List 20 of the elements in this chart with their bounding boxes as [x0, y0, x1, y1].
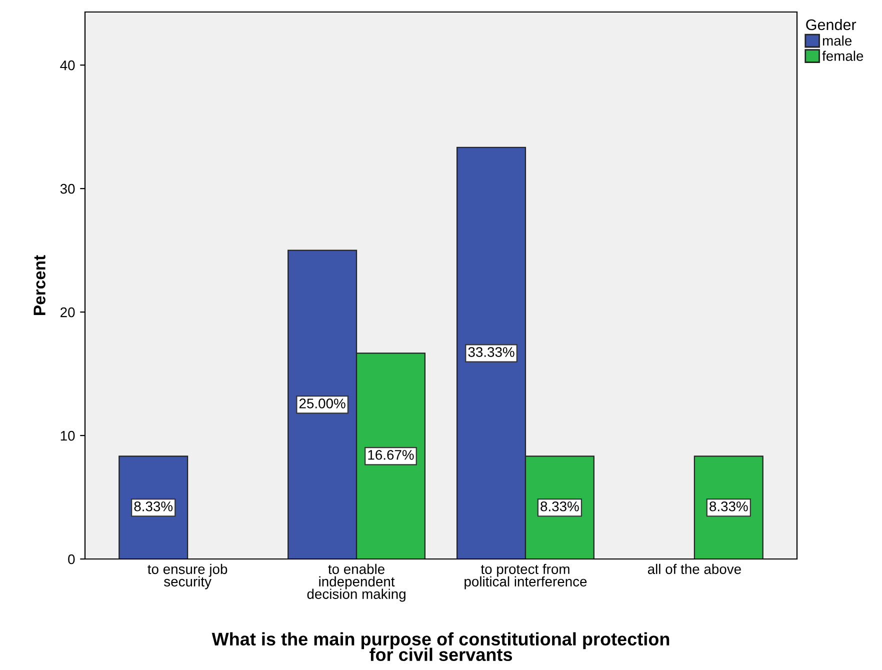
x-tick-label: to enable independent decision making [307, 564, 406, 602]
y-tick-label: 20 [60, 307, 75, 318]
x-tick-label: to ensure job security [148, 564, 228, 590]
legend-label: male [822, 35, 852, 46]
legend-label: female [822, 50, 864, 61]
data-label: 8.33% [540, 501, 579, 512]
data-label: 16.67% [368, 450, 414, 460]
y-tick-label: 30 [60, 184, 75, 194]
data-label: 8.33% [134, 501, 173, 512]
y-axis-title: Percent [34, 255, 46, 315]
data-label: 25.00% [299, 398, 346, 408]
y-tick-label: 10 [60, 430, 75, 441]
y-tick-label: 0 [68, 554, 75, 564]
x-axis-title: What is the main purpose of constitutional protection for civil servants [212, 632, 670, 662]
y-tick-label: 40 [60, 60, 75, 70]
x-tick-label: to protect from political interference [464, 564, 587, 590]
data-label: 8.33% [710, 501, 748, 512]
data-label: 33.33% [468, 347, 514, 357]
x-tick-label: all of the above [648, 564, 741, 574]
legend-title: Gender [806, 18, 856, 30]
